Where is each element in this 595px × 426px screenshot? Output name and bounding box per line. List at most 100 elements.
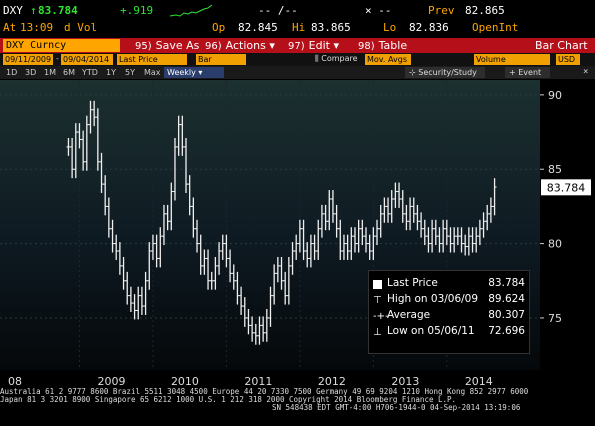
footer: Australia 61 2 9777 8600 Brazil 5511 304… [0, 388, 595, 412]
x-tick-label: 08 [8, 375, 22, 388]
event-label: Event [518, 68, 542, 77]
prev-label: Prev [428, 4, 455, 17]
chevron-down-icon: ▾ [333, 39, 339, 52]
security-study-button[interactable]: ⊹ Security/Study [405, 67, 485, 78]
tab-1d[interactable]: 1D [6, 68, 18, 77]
legend-average-value: 80.307 [488, 309, 525, 321]
x-tick-label: 2009 [97, 375, 125, 388]
legend-average-label: Average [387, 309, 431, 321]
security-study-label: Security/Study [418, 68, 477, 77]
x-tick-label: 2014 [465, 375, 493, 388]
ticker-symbol: DXY [3, 4, 23, 17]
table-number: 98) [358, 41, 375, 52]
tab-6m[interactable]: 6M [63, 68, 75, 77]
y-tick-label: 90 [548, 89, 562, 102]
y-tick-label: 85 [548, 163, 562, 176]
toolbar [0, 38, 595, 53]
open-value: 82.845 [238, 21, 278, 34]
save-as-label: Save As [155, 39, 200, 52]
frequency-value: Weekly [167, 68, 196, 77]
high-label: Hi [292, 21, 306, 34]
compare-label: Compare [321, 54, 358, 63]
actions-number: 96) [205, 41, 222, 52]
low-marker-icon: ⊥ [373, 327, 382, 338]
edit-number: 97) [288, 41, 305, 52]
compare-icon: ⫼ [315, 54, 319, 63]
tab-1m[interactable]: 1M [44, 68, 56, 77]
x-tick-label: 2013 [391, 375, 419, 388]
legend-high-label: High on 03/06/09 [387, 293, 479, 305]
edit-label: Edit [308, 39, 330, 52]
last-price: 83.784 [38, 4, 78, 17]
x-tick-label: 2011 [244, 375, 272, 388]
table-button[interactable]: 98) Table [358, 39, 407, 52]
save-as-button[interactable]: 95) Save As [135, 39, 199, 52]
size-placeholder: × -- [365, 4, 392, 17]
event-button[interactable]: + Event [505, 67, 550, 78]
volume-label: d Vol [64, 21, 98, 34]
tab-3d[interactable]: 3D [25, 68, 37, 77]
time-label: At [3, 21, 17, 34]
high-value: 83.865 [311, 21, 351, 34]
actions-button[interactable]: 96) Actions ▾ [205, 39, 275, 52]
chevron-down-icon: ▾ [198, 68, 203, 77]
currency-field[interactable]: USD [556, 54, 580, 65]
bid-ask-range: -- /-- [258, 4, 298, 17]
end-date-field[interactable]: 09/04/2014 [61, 54, 113, 65]
legend-last: Last Price 83.784 [369, 277, 529, 293]
start-date-field[interactable]: 09/11/2009 [3, 54, 53, 65]
compare-button[interactable]: ⫼ Compare [315, 54, 358, 64]
legend-box: Last Price 83.784 ⊤ High on 03/06/09 89.… [368, 270, 530, 354]
footer-session-line: SN 548438 EDT GMT-4:00 H706-1944-0 04-Se… [272, 403, 521, 412]
current-value-label: 83.784 [547, 181, 586, 194]
low-value: 82.836 [409, 21, 449, 34]
legend-last-value: 83.784 [488, 277, 525, 289]
volume-field[interactable]: Volume [474, 54, 550, 65]
footer-contacts-line: Australia 61 2 9777 8600 Brazil 5511 304… [0, 387, 529, 396]
high-marker-icon: ⊤ [373, 295, 382, 306]
tab-5y[interactable]: 5Y [125, 68, 135, 77]
prev-value: 82.865 [465, 4, 505, 17]
y-tick-label: 80 [548, 238, 562, 251]
arrow-up-icon: ↑ [30, 4, 37, 17]
bar-type-value: Bar [198, 55, 212, 64]
open-label: Op [212, 21, 226, 34]
tab-max[interactable]: Max [144, 68, 161, 77]
crosshair-icon: ⊹ [409, 68, 416, 77]
mov-avgs-field[interactable]: Mov. Avgs [365, 54, 411, 65]
date-separator: - [55, 54, 60, 63]
x-tick-label: 2010 [171, 375, 199, 388]
price-change: +.919 [120, 4, 154, 17]
sparkline-icon [170, 4, 213, 17]
x-tick-label: 2012 [318, 375, 346, 388]
legend-low-label: Low on 05/06/11 [387, 325, 475, 337]
tab-ytd[interactable]: YTD [82, 68, 98, 77]
plus-icon: + [509, 68, 516, 77]
y-axis [540, 80, 595, 370]
average-line-icon: -+- [373, 311, 389, 322]
legend-last-label: Last Price [387, 277, 438, 289]
security-field[interactable]: DXY Curncy [3, 39, 120, 52]
openint-label: OpenInt [472, 21, 519, 34]
tab-1y[interactable]: 1Y [106, 68, 116, 77]
edit-button[interactable]: 97) Edit ▾ [288, 39, 339, 52]
bar-type-select[interactable]: Bar [196, 54, 246, 65]
save-as-number: 95) [135, 41, 152, 52]
close-icon[interactable]: × [583, 67, 589, 77]
footer-copyright-line: Japan 81 3 3201 8900 Singapore 65 6212 1… [0, 395, 457, 404]
legend-low-value: 72.696 [488, 325, 525, 337]
chevron-down-icon: ▾ [269, 39, 275, 52]
actions-label: Actions [225, 39, 266, 52]
price-field-select[interactable]: Last Price [117, 54, 187, 65]
price-field-value: Last Price [119, 55, 158, 64]
low-label: Lo [383, 21, 397, 34]
chart-type-label[interactable]: Bar Chart [535, 39, 588, 52]
table-label: Table [378, 39, 408, 52]
square-icon [373, 280, 382, 289]
y-tick-label: 75 [548, 312, 562, 325]
legend-average: -+- Average 80.307 [369, 309, 529, 325]
time-value: 13:09 [20, 21, 54, 34]
frequency-select[interactable]: Weekly ▾ [164, 67, 224, 78]
legend-high: ⊤ High on 03/06/09 89.624 [369, 293, 529, 309]
legend-high-value: 89.624 [488, 293, 525, 305]
